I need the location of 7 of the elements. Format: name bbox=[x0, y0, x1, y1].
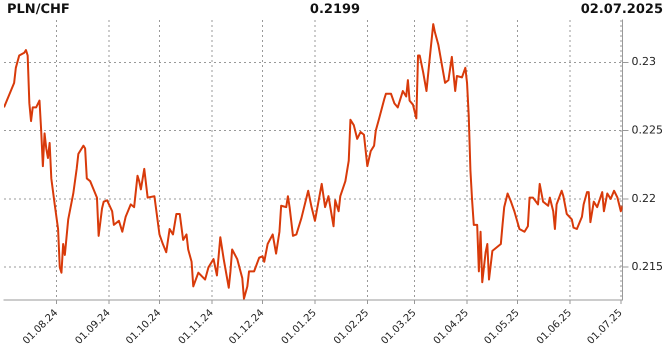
y-tick-label: 0.215 bbox=[632, 260, 664, 274]
chart-title: PLN/CHF bbox=[7, 2, 70, 17]
y-tick-label: 0.22 bbox=[632, 192, 656, 205]
y-tick-label: 0.23 bbox=[632, 55, 656, 68]
y-tick-label: 0.225 bbox=[632, 124, 664, 137]
text: 02.07.2025 bbox=[580, 2, 663, 17]
text: 0.2199 bbox=[310, 2, 360, 17]
